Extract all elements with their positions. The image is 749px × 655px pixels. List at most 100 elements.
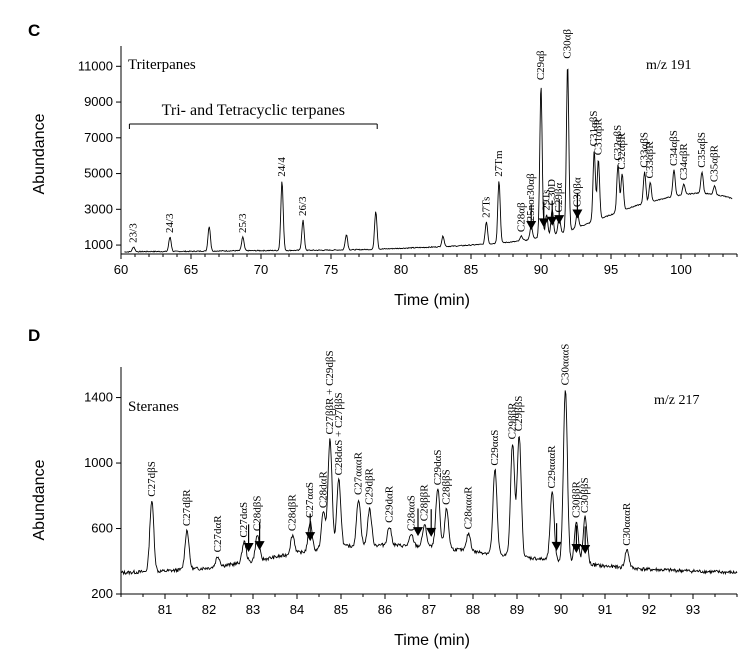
peak-label: C29ββR bbox=[507, 402, 519, 440]
peak-label: C27dβS bbox=[146, 461, 158, 497]
x-tick-label: 87 bbox=[422, 602, 436, 617]
peak-label: C30αααS bbox=[559, 344, 571, 386]
peak-label: C31αβS bbox=[588, 110, 600, 146]
panel-d-ylabel: Abundance bbox=[31, 459, 48, 540]
peak-label: C29dαR bbox=[383, 485, 395, 523]
peak-label: 27Ts bbox=[480, 197, 492, 218]
peak-label: C29ααS bbox=[489, 430, 501, 466]
peak-label: C28dβS bbox=[251, 496, 263, 532]
x-tick-label: 80 bbox=[394, 262, 408, 277]
y-tick-label: 3000 bbox=[84, 201, 113, 216]
peak-label: C35αβR bbox=[709, 144, 721, 182]
peak-label: C35αβS bbox=[696, 132, 708, 168]
x-tick-label: 95 bbox=[604, 262, 618, 277]
x-tick-label: 90 bbox=[534, 262, 548, 277]
peak-arrow-head bbox=[554, 215, 565, 225]
panel-d-xlabel: Time (min) bbox=[394, 632, 470, 649]
peak-label: C29βα bbox=[553, 183, 565, 213]
x-tick-label: 90 bbox=[554, 602, 568, 617]
peak-label: 27Tm bbox=[493, 150, 505, 177]
peak-label: C29dαS bbox=[432, 450, 444, 486]
peak-label: 23/3 bbox=[128, 223, 140, 243]
panel-c-triterpanes: Triterpanes m/z 191 Abundance Time (min)… bbox=[31, 29, 738, 309]
y-tick-label: 11000 bbox=[78, 58, 113, 73]
x-tick-label: 86 bbox=[378, 602, 392, 617]
peak-label: C28dαR bbox=[317, 471, 329, 509]
peak-arrow-head bbox=[426, 527, 437, 537]
x-tick-label: 85 bbox=[464, 262, 478, 277]
x-tick-label: 93 bbox=[686, 602, 700, 617]
peak-label: C33αβR bbox=[644, 141, 656, 179]
x-tick-label: 83 bbox=[246, 602, 260, 617]
peak-label: C31αβR bbox=[592, 118, 604, 156]
x-tick-label: 85 bbox=[334, 602, 348, 617]
chromatogram-trace bbox=[124, 68, 733, 253]
y-tick-label: 1000 bbox=[84, 455, 113, 470]
y-tick-label: 9000 bbox=[84, 94, 113, 109]
peak-label: C28αααR bbox=[463, 486, 475, 530]
peak-label: C34αβR bbox=[678, 143, 690, 181]
peak-arrow-head bbox=[571, 544, 582, 554]
panel-letter-d: D bbox=[28, 326, 40, 345]
panel-letter-c: C bbox=[28, 21, 40, 40]
peak-label: C30ββS bbox=[579, 477, 591, 513]
peak-label: C30D bbox=[546, 179, 558, 205]
peak-label: C29ββS bbox=[513, 396, 525, 432]
panel-c-ion: m/z 191 bbox=[646, 58, 692, 73]
peak-label: C29αβ bbox=[535, 50, 547, 80]
peak-label: C27dαR bbox=[212, 515, 224, 553]
peak-arrow-head bbox=[254, 541, 265, 551]
panel-c-xlabel: Time (min) bbox=[394, 292, 470, 309]
panel-d-ion: m/z 217 bbox=[654, 393, 700, 408]
peak-label: C30αβ bbox=[562, 29, 574, 59]
peak-label: C33αβS bbox=[639, 132, 651, 168]
y-tick-label: 7000 bbox=[84, 130, 113, 145]
bracket-label: Tri- and Tetracyclic terpanes bbox=[162, 102, 345, 119]
peak-label: C27ααS bbox=[304, 482, 316, 518]
peak-label: 24/4 bbox=[276, 157, 288, 177]
x-tick-label: 91 bbox=[598, 602, 612, 617]
x-tick-label: 81 bbox=[158, 602, 172, 617]
x-tick-label: 75 bbox=[324, 262, 338, 277]
peak-label: C27dβR bbox=[181, 489, 193, 526]
peak-label: C28αβ bbox=[515, 202, 527, 232]
peak-arrow-head bbox=[526, 221, 537, 231]
peak-arrow-head bbox=[243, 542, 254, 552]
x-tick-label: 88 bbox=[466, 602, 480, 617]
peak-label: C28dβR bbox=[287, 494, 299, 531]
x-tick-label: 70 bbox=[254, 262, 268, 277]
y-tick-label: 200 bbox=[91, 586, 113, 601]
panel-d-steranes: Steranes m/z 217 Abundance Time (min) 81… bbox=[31, 344, 738, 649]
peak-label: C28ααS bbox=[405, 495, 417, 531]
y-tick-label: 600 bbox=[91, 521, 113, 536]
peak-label: C30αααR bbox=[621, 502, 633, 546]
peak-label: C32αβR bbox=[616, 132, 628, 170]
peak-arrow-head bbox=[305, 532, 316, 542]
y-tick-label: 1400 bbox=[84, 390, 113, 405]
peak-label: C29αααR bbox=[546, 445, 558, 489]
y-tick-label: 5000 bbox=[84, 166, 113, 181]
peak-label: C27ββR + C29dβS bbox=[324, 350, 336, 434]
peak-label: C27dαS bbox=[238, 502, 250, 538]
x-tick-label: 60 bbox=[114, 262, 128, 277]
x-tick-label: 92 bbox=[642, 602, 656, 617]
peak-arrow-head bbox=[547, 216, 558, 226]
peak-label: C29dβR bbox=[364, 467, 376, 504]
peak-label: C32αβS bbox=[612, 125, 624, 161]
peak-arrow-head bbox=[580, 545, 591, 555]
panel-d-title: Steranes bbox=[128, 399, 179, 415]
peak-label: C28ββR bbox=[419, 484, 431, 522]
x-tick-label: 82 bbox=[202, 602, 216, 617]
peak-label: C28dαS + C27ββS bbox=[333, 392, 345, 475]
peak-label: 25/3 bbox=[237, 213, 249, 233]
panel-c-ylabel: Abundance bbox=[31, 113, 48, 194]
peak-arrow-head bbox=[538, 218, 549, 228]
peak-arrow-head bbox=[572, 209, 583, 219]
panel-c-title: Triterpanes bbox=[128, 57, 196, 73]
x-tick-label: 100 bbox=[670, 262, 692, 277]
peak-label: C30ββR bbox=[570, 480, 582, 518]
peak-label: C27αααR bbox=[353, 451, 365, 495]
y-tick-label: 1000 bbox=[84, 237, 113, 252]
peak-label: C34αβS bbox=[668, 130, 680, 166]
